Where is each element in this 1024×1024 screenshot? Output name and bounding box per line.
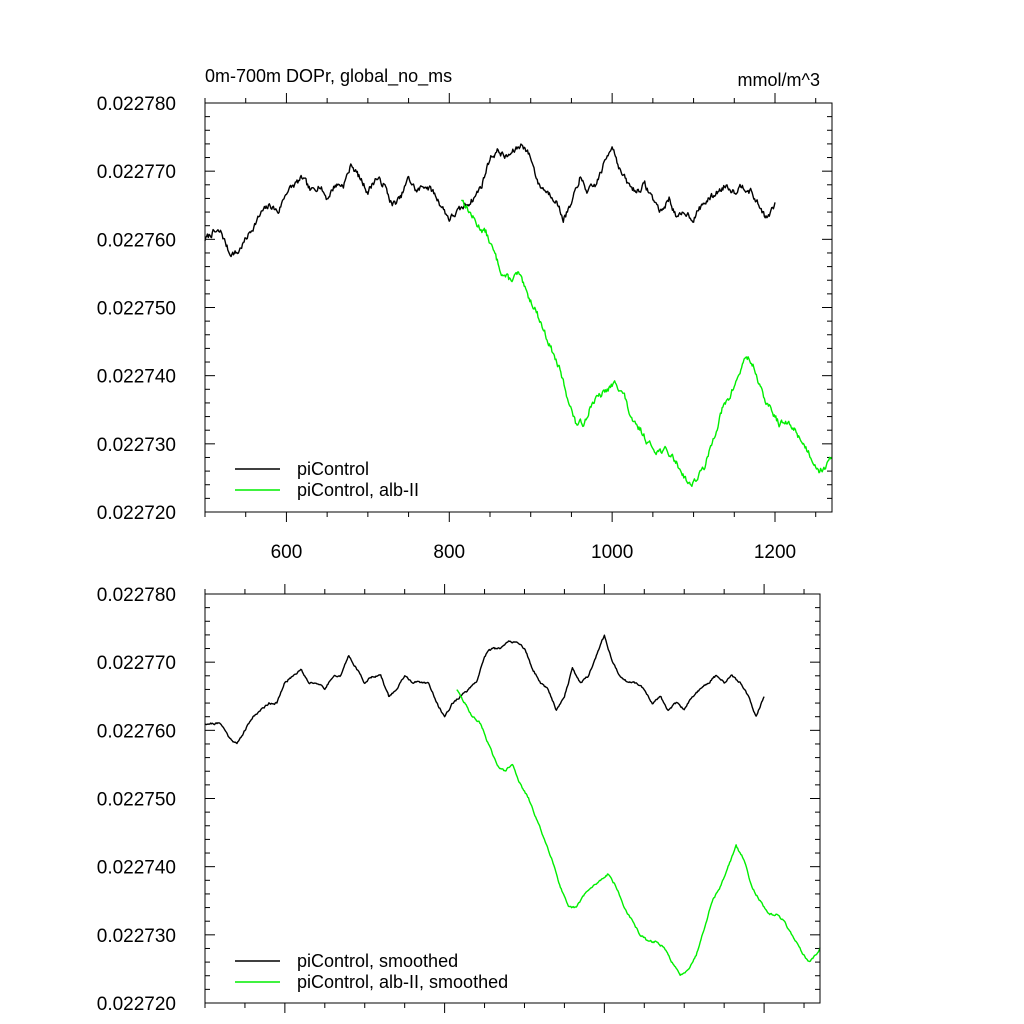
y-tick-label: 0.022760 xyxy=(97,721,176,742)
y-tick-label: 0.022770 xyxy=(97,653,176,674)
chart-title: 0m-700m DOPr, global_no_ms xyxy=(205,66,452,87)
y-tick-label: 0.022750 xyxy=(97,790,176,811)
y-tick-label: 0.022740 xyxy=(97,367,176,388)
legend-label: piControl, smoothed xyxy=(297,951,458,971)
bottom-series-lines xyxy=(204,634,821,976)
top-x-tick-labels: 600 800 1000 1200 xyxy=(271,542,797,563)
series-line xyxy=(456,689,821,976)
x-tick-label: 1200 xyxy=(754,542,796,563)
y-tick-label: 0.022730 xyxy=(97,435,176,456)
y-tick-label: 0.022780 xyxy=(97,94,176,115)
bottom-y-tick-labels: 0.022720 0.022730 0.022740 0.022750 0.022760… xyxy=(97,585,176,1015)
y-tick-label: 0.022740 xyxy=(97,858,176,879)
top-series-lines xyxy=(204,143,833,487)
legend-label: piControl xyxy=(297,459,369,479)
y-tick-label: 0.022750 xyxy=(97,299,176,320)
bottom-chart-panel: 0.022720 0.022730 0.022740 0.022750 0.022760… xyxy=(97,584,821,1015)
units-label: mmol/m^3 xyxy=(738,70,820,90)
series-line xyxy=(204,634,765,745)
top-axis-ticks xyxy=(204,93,832,522)
bottom-legend: piControl, smoothed piControl, alb-II, s… xyxy=(235,951,508,992)
x-tick-label: 800 xyxy=(433,542,465,563)
top-chart-panel: 0m-700m DOPr, global_no_ms mmol/m^3 0.02… xyxy=(97,66,833,563)
bottom-plot-frame xyxy=(204,593,821,1004)
top-legend: piControl piControl, alb-II xyxy=(235,459,419,500)
y-tick-label: 0.022720 xyxy=(97,503,176,524)
legend-label: piControl, alb-II, smoothed xyxy=(297,972,508,992)
bottom-axis-ticks xyxy=(204,584,820,1013)
top-plot-frame xyxy=(204,102,833,513)
y-tick-label: 0.022730 xyxy=(97,926,176,947)
top-y-tick-labels: 0.022720 0.022730 0.022740 0.022750 0.022760… xyxy=(97,94,176,524)
x-tick-label: 600 xyxy=(271,542,303,563)
legend-label: piControl, alb-II xyxy=(297,480,419,500)
y-tick-label: 0.022760 xyxy=(97,230,176,251)
y-tick-label: 0.022780 xyxy=(97,585,176,606)
y-tick-label: 0.022720 xyxy=(97,994,176,1015)
series-line xyxy=(204,143,776,258)
x-tick-label: 1000 xyxy=(591,542,633,563)
y-tick-label: 0.022770 xyxy=(97,162,176,183)
series-line xyxy=(460,199,833,487)
